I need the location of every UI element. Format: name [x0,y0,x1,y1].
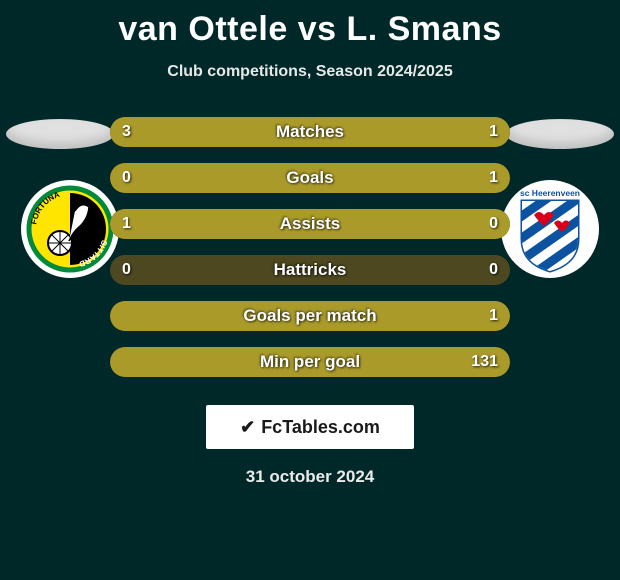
stat-bars: Matches31 Goals01 Assists10 Hattricks00 Goal… [110,117,510,393]
bar-track [110,209,510,239]
subtitle: Club competitions, Season 2024/2025 [0,63,620,81]
stat-row: Goals01 [110,163,510,193]
bar-track [110,347,510,377]
bar-track [110,117,510,147]
bar-fill-left [110,209,510,239]
page-title: van Ottele vs L. Smans [0,0,620,49]
bar-track [110,301,510,331]
svg-text:sc Heerenveen: sc Heerenveen [520,188,580,198]
club-badge-right: sc Heerenveen [500,179,600,279]
player-photo-right-placeholder [506,119,614,149]
brand-box: ✔ FcTables.com [206,405,414,449]
fortuna-sittard-icon: FORTUNA SITTARD [20,179,120,279]
stat-row: Matches31 [110,117,510,147]
bar-track [110,163,510,193]
bar-fill-right [110,347,510,377]
brand-label: FcTables.com [261,417,380,438]
stat-row: Hattricks00 [110,255,510,285]
bar-track [110,255,510,285]
stat-row: Goals per match1 [110,301,510,331]
stat-row: Assists10 [110,209,510,239]
heerenveen-icon: sc Heerenveen [500,179,600,279]
club-badge-left: FORTUNA SITTARD [20,179,120,279]
player-photo-left-placeholder [6,119,114,149]
brand-check-icon: ✔ [240,418,255,436]
bar-fill-right [110,163,510,193]
comparison-stage: FORTUNA SITTARD [0,99,620,399]
bar-fill-right [110,301,510,331]
bar-fill-right [410,117,510,147]
stat-row: Min per goal131 [110,347,510,377]
bar-fill-left [110,117,410,147]
date-label: 31 october 2024 [0,467,620,487]
